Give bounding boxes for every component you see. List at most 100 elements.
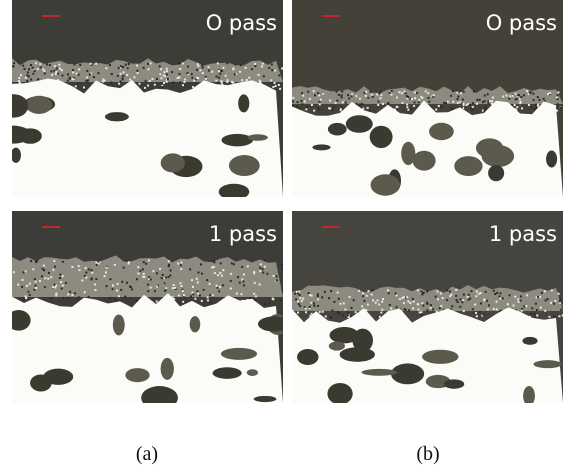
speckle <box>338 298 340 300</box>
speckle <box>50 276 52 278</box>
page: {"panels": [{"label": "O pass"}, {"label… <box>0 0 570 467</box>
speckle <box>309 294 311 296</box>
speckle <box>61 69 63 71</box>
speckle <box>51 74 53 76</box>
speckle <box>414 91 416 93</box>
speckle <box>133 76 135 78</box>
pore <box>429 123 454 140</box>
speckle <box>300 100 302 102</box>
speckle <box>362 292 364 294</box>
speckle <box>355 311 357 313</box>
speckle <box>145 80 147 82</box>
speckle <box>344 308 346 310</box>
speckle <box>427 97 429 99</box>
speckle <box>233 263 235 265</box>
speckle <box>298 303 300 305</box>
speckle <box>544 290 546 292</box>
speckle <box>474 304 476 306</box>
speckle <box>295 298 297 300</box>
speckle <box>365 95 367 97</box>
speckle <box>512 95 514 97</box>
speckle <box>193 80 195 82</box>
speckle <box>243 284 245 286</box>
speckle <box>462 299 464 301</box>
speckle <box>292 105 294 107</box>
speckle <box>43 70 45 72</box>
speckle <box>403 296 405 298</box>
speckle <box>457 301 459 303</box>
speckle <box>44 73 46 75</box>
speckle <box>180 285 182 287</box>
speckle <box>154 290 156 292</box>
speckle <box>152 270 154 272</box>
speckle <box>418 99 420 101</box>
pore <box>7 310 31 331</box>
speckle <box>55 285 57 287</box>
speckle <box>34 289 36 291</box>
speckle <box>430 307 432 309</box>
speckle <box>150 279 152 281</box>
speckle <box>329 100 331 102</box>
speckle <box>372 289 374 291</box>
pass-label: O pass <box>206 11 277 35</box>
speckle <box>182 84 184 86</box>
speckle <box>421 302 423 304</box>
speckle <box>556 107 558 109</box>
speckle <box>297 312 299 314</box>
speckle <box>268 67 270 69</box>
speckle <box>516 106 518 108</box>
speckle <box>167 78 169 80</box>
speckle <box>225 75 227 77</box>
speckle <box>423 292 425 294</box>
speckle <box>407 96 409 98</box>
speckle <box>241 266 243 268</box>
speckle <box>380 94 382 96</box>
speckle <box>338 94 340 96</box>
speckle <box>520 96 522 98</box>
speckle <box>217 82 219 84</box>
speckle <box>143 67 145 69</box>
pore <box>327 383 352 405</box>
speckle <box>59 274 61 276</box>
speckle <box>123 71 125 73</box>
speckle <box>196 290 198 292</box>
speckle <box>56 67 58 69</box>
speckle <box>262 272 264 274</box>
pore <box>247 134 267 141</box>
speckle <box>128 63 130 65</box>
speckle <box>528 104 530 106</box>
speckle <box>231 262 233 264</box>
speckle <box>370 91 372 93</box>
speckle <box>375 302 377 304</box>
speckle <box>20 74 22 76</box>
speckle <box>451 108 453 110</box>
speckle <box>414 97 416 99</box>
speckle <box>255 295 257 297</box>
speckle <box>421 313 423 315</box>
speckle <box>150 62 152 64</box>
pore <box>258 316 290 331</box>
speckle <box>196 69 198 71</box>
speckle <box>160 68 162 70</box>
speckle <box>71 266 73 268</box>
speckle <box>191 279 193 281</box>
pore <box>0 94 28 117</box>
speckle <box>61 288 63 290</box>
speckle <box>136 278 138 280</box>
speckle <box>498 295 500 297</box>
speckle <box>30 79 32 81</box>
speckle <box>460 298 462 300</box>
speckle <box>208 70 210 72</box>
speckle <box>147 284 149 286</box>
speckle <box>179 81 181 83</box>
speckle <box>85 277 87 279</box>
speckle <box>72 71 74 73</box>
speckle <box>23 299 25 301</box>
scale-bar <box>42 226 60 228</box>
speckle <box>89 73 91 75</box>
speckle <box>123 267 125 269</box>
speckle <box>161 86 163 88</box>
speckle <box>184 78 186 80</box>
pore <box>444 379 464 388</box>
speckle <box>246 79 248 81</box>
